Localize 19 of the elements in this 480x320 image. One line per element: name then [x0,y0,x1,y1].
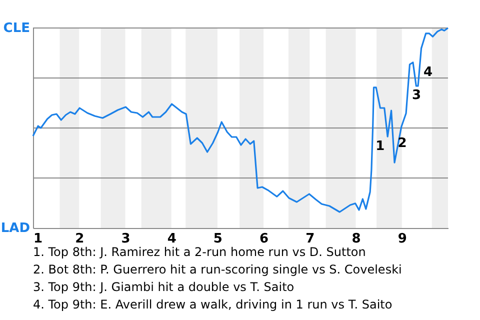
text: CLE [3,21,30,36]
annotation: 1 [376,139,385,154]
annotation: 4 [424,65,433,80]
text: LAD [0,221,30,236]
annotation: 3 [412,88,422,103]
x-tick-label: 1 [34,232,43,246]
x-tick-label: 7 [306,232,315,246]
annotation: 2 [398,136,407,151]
x-tick-label: 4 [167,232,176,246]
x-tick-label: 9 [398,232,407,246]
x-tick-label: 8 [352,232,361,246]
text: 3. Top 9th: J. Giambi hit a double vs T. Saito [33,280,294,294]
x-tick-label: 3 [121,232,130,246]
text: 4. Top 9th: E. Averill drew a walk, driving in 1 run vs T. Saito [33,298,392,312]
text: 1. Top 8th: J. Ramirez hit a 2-run home run vs D. Sutton [33,245,366,259]
text: 2. Bot 8th: P. Guerrero hit a run-scoring single vs S. Coveleski [33,262,402,276]
x-tick-label: 6 [260,232,269,246]
x-tick-label: 2 [75,232,84,246]
x-tick-label: 5 [213,232,222,246]
